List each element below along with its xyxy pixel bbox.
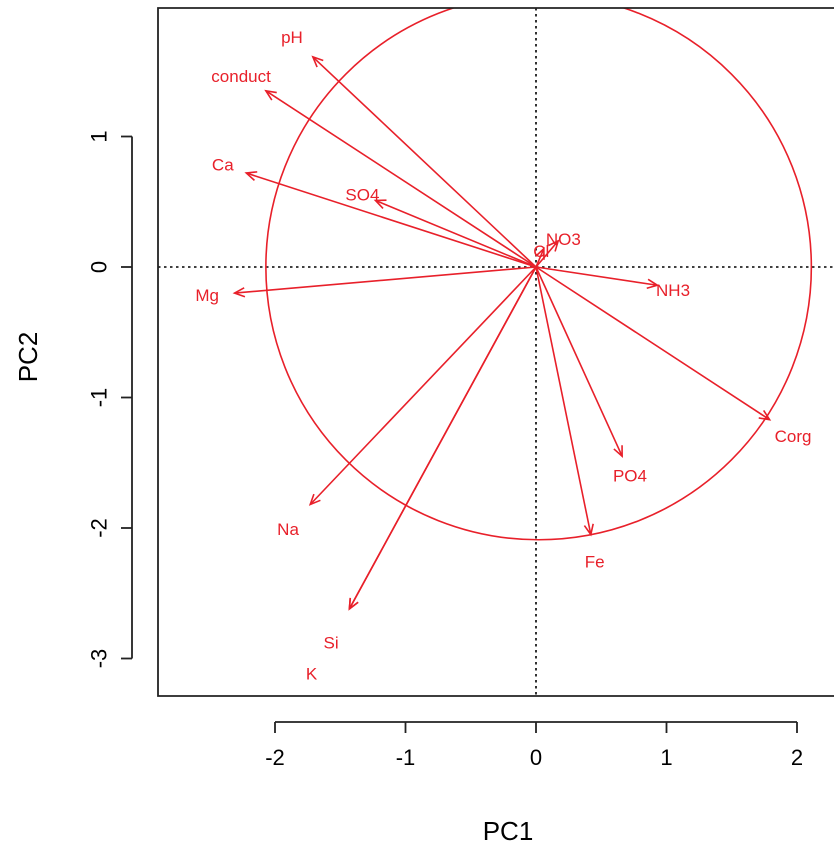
arrow-shaft-fe bbox=[535, 266, 592, 535]
arrow-shaft-k bbox=[348, 266, 537, 610]
arrow-shaft-conduct bbox=[265, 90, 537, 268]
y-tick-label: 1 bbox=[87, 130, 112, 142]
loading-arrow-corg bbox=[535, 266, 772, 421]
loading-arrow-k bbox=[348, 266, 537, 611]
x-tick-label: 1 bbox=[660, 745, 672, 770]
plot-frame bbox=[157, 7, 834, 697]
arrow-label-conduct: conduct bbox=[211, 67, 271, 86]
x-tick-label: -1 bbox=[396, 745, 416, 770]
arrow-shaft-po4 bbox=[535, 266, 623, 457]
arrow-head-nh3 bbox=[646, 278, 660, 289]
arrow-head-mg bbox=[232, 287, 246, 298]
y-axis: -3 -2 -1 0 1 bbox=[87, 130, 133, 668]
loading-arrow-ph bbox=[311, 55, 537, 268]
arrow-shaft-ph bbox=[312, 56, 537, 268]
arrow-label-fe: Fe bbox=[585, 552, 605, 571]
x-tick-label: -2 bbox=[265, 745, 285, 770]
arrow-label-ca: Ca bbox=[212, 156, 234, 175]
x-axis: -2 -1 0 1 2 bbox=[265, 721, 803, 770]
arrow-label-mg: Mg bbox=[195, 286, 219, 305]
arrow-label-k: K bbox=[306, 665, 318, 684]
loading-arrows bbox=[232, 55, 772, 611]
arrow-head-ca bbox=[244, 171, 258, 181]
arrow-label-no3: NO3 bbox=[546, 230, 581, 249]
arrow-label-nh3: NH3 bbox=[656, 281, 690, 300]
arrow-shaft-so4 bbox=[375, 199, 537, 268]
loading-arrow-ca bbox=[244, 171, 537, 268]
arrow-label-so4: SO4 bbox=[345, 186, 379, 205]
arrow-shaft-nh3 bbox=[535, 266, 658, 287]
y-tick-label: -2 bbox=[87, 518, 112, 538]
x-tick-label: 2 bbox=[791, 745, 803, 770]
arrow-label-si: Si bbox=[324, 633, 339, 652]
arrow-head-so4 bbox=[373, 199, 387, 209]
arrow-label-po4: PO4 bbox=[613, 466, 647, 485]
y-tick-label: -1 bbox=[87, 388, 112, 408]
arrow-shaft-cl bbox=[535, 248, 545, 268]
arrow-label-cl: Cl bbox=[533, 242, 549, 261]
arrow-label-na: Na bbox=[277, 520, 299, 539]
y-tick-label: -3 bbox=[87, 649, 112, 669]
correlation-circle bbox=[265, 8, 813, 541]
arrow-head-na bbox=[308, 493, 321, 506]
arrow-head-conduct bbox=[264, 89, 277, 101]
loading-arrow-mg bbox=[232, 266, 537, 298]
loading-arrow-conduct bbox=[264, 89, 537, 268]
arrow-shaft-no3 bbox=[535, 240, 559, 268]
arrow-label-corg: Corg bbox=[775, 427, 812, 446]
arrow-head-corg bbox=[758, 410, 772, 421]
loading-arrow-po4 bbox=[535, 266, 623, 459]
arrow-shaft-ca bbox=[246, 172, 537, 268]
y-tick-label: 0 bbox=[87, 261, 112, 273]
loading-arrow-no3 bbox=[535, 239, 560, 268]
arrow-head-ph bbox=[311, 55, 324, 68]
x-tick-label: 0 bbox=[530, 745, 542, 770]
y-axis-title: PC2 bbox=[13, 332, 43, 383]
arrow-shaft-corg bbox=[535, 266, 771, 421]
arrow-head-fe bbox=[583, 523, 594, 537]
loading-arrow-cl bbox=[535, 246, 545, 268]
loading-arrow-nh3 bbox=[535, 266, 660, 289]
loading-arrow-so4 bbox=[373, 199, 537, 268]
arrow-shaft-na bbox=[309, 266, 537, 506]
arrow-head-no3 bbox=[547, 239, 560, 252]
plot-content bbox=[158, 8, 834, 696]
arrow-head-k bbox=[348, 597, 359, 611]
loading-arrow-na bbox=[308, 266, 537, 506]
loading-arrow-fe bbox=[535, 266, 594, 537]
arrow-shaft-mg bbox=[234, 266, 537, 294]
arrow-head-po4 bbox=[613, 445, 623, 459]
x-axis-title: PC1 bbox=[483, 816, 534, 846]
arrow-label-ph: pH bbox=[281, 28, 303, 47]
arrow-head-cl bbox=[535, 246, 545, 260]
